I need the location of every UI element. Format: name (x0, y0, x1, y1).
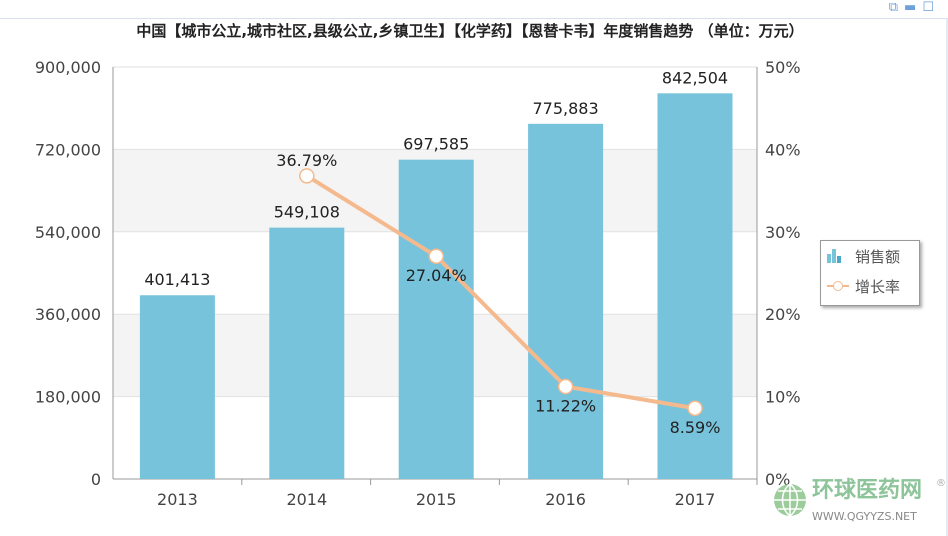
growth-label: 36.79% (276, 151, 337, 170)
y-right-tick: 40% (765, 140, 801, 159)
window-tools: ⧉▬☐ (889, 0, 940, 16)
growth-point (687, 400, 703, 416)
growth-point (557, 378, 574, 395)
x-tick-label: 2017 (675, 490, 716, 509)
minimize-icon[interactable]: ▬ (904, 0, 923, 15)
x-tick-label: 2013 (157, 490, 198, 509)
x-tick-label: 2016 (545, 490, 586, 509)
legend-item-growth[interactable]: 增长率 (821, 271, 919, 301)
watermark-logo: 环球医药网 ® WWW.QGYYZS.NET (772, 478, 948, 528)
y-right-tick: 50% (765, 58, 801, 77)
bar-label: 842,504 (662, 68, 728, 87)
bar (269, 227, 345, 479)
growth-label: 8.59% (670, 418, 721, 437)
bar-label: 697,585 (403, 135, 469, 154)
growth-label: 11.22% (535, 397, 596, 416)
chart-frame (0, 18, 948, 536)
bar (398, 159, 474, 480)
bar-chart-icon (827, 249, 841, 263)
layout-icon[interactable]: ⧉ (888, 0, 905, 15)
x-tick-label: 2015 (416, 490, 457, 509)
y-left-tick: 720,000 (35, 140, 101, 159)
y-right-tick: 20% (765, 305, 801, 324)
line-marker-icon (827, 281, 849, 291)
x-tick-label: 2014 (286, 490, 327, 509)
maximize-icon[interactable]: ☐ (922, 0, 940, 15)
y-left-tick: 540,000 (35, 223, 101, 242)
growth-label: 27.04% (406, 266, 467, 285)
growth-line (305, 174, 696, 411)
bar-label: 549,108 (274, 203, 340, 222)
y-left-tick: 180,000 (35, 388, 101, 407)
y-right-tick: 0% (765, 470, 790, 489)
bar-label: 401,413 (144, 270, 210, 289)
y-left-tick: 900,000 (35, 58, 101, 77)
growth-point (299, 168, 315, 184)
y-left-tick: 360,000 (35, 305, 101, 324)
bar-label: 775,883 (533, 99, 599, 118)
y-right-tick: 10% (765, 388, 801, 407)
growth-point (428, 248, 444, 264)
y-right-tick: 30% (765, 223, 801, 242)
chart-title: 中国【城市公立,城市社区,县级公立,乡镇卫生】【化学药】【恩替卡韦】年度销售趋势… (136, 22, 804, 40)
bar (139, 295, 215, 479)
legend-item-sales[interactable]: 销售额 (821, 241, 919, 271)
y-left-tick: 0 (91, 470, 101, 489)
bar (528, 123, 604, 480)
globe-icon (774, 483, 806, 517)
legend: 销售额 增长率 (820, 240, 920, 306)
